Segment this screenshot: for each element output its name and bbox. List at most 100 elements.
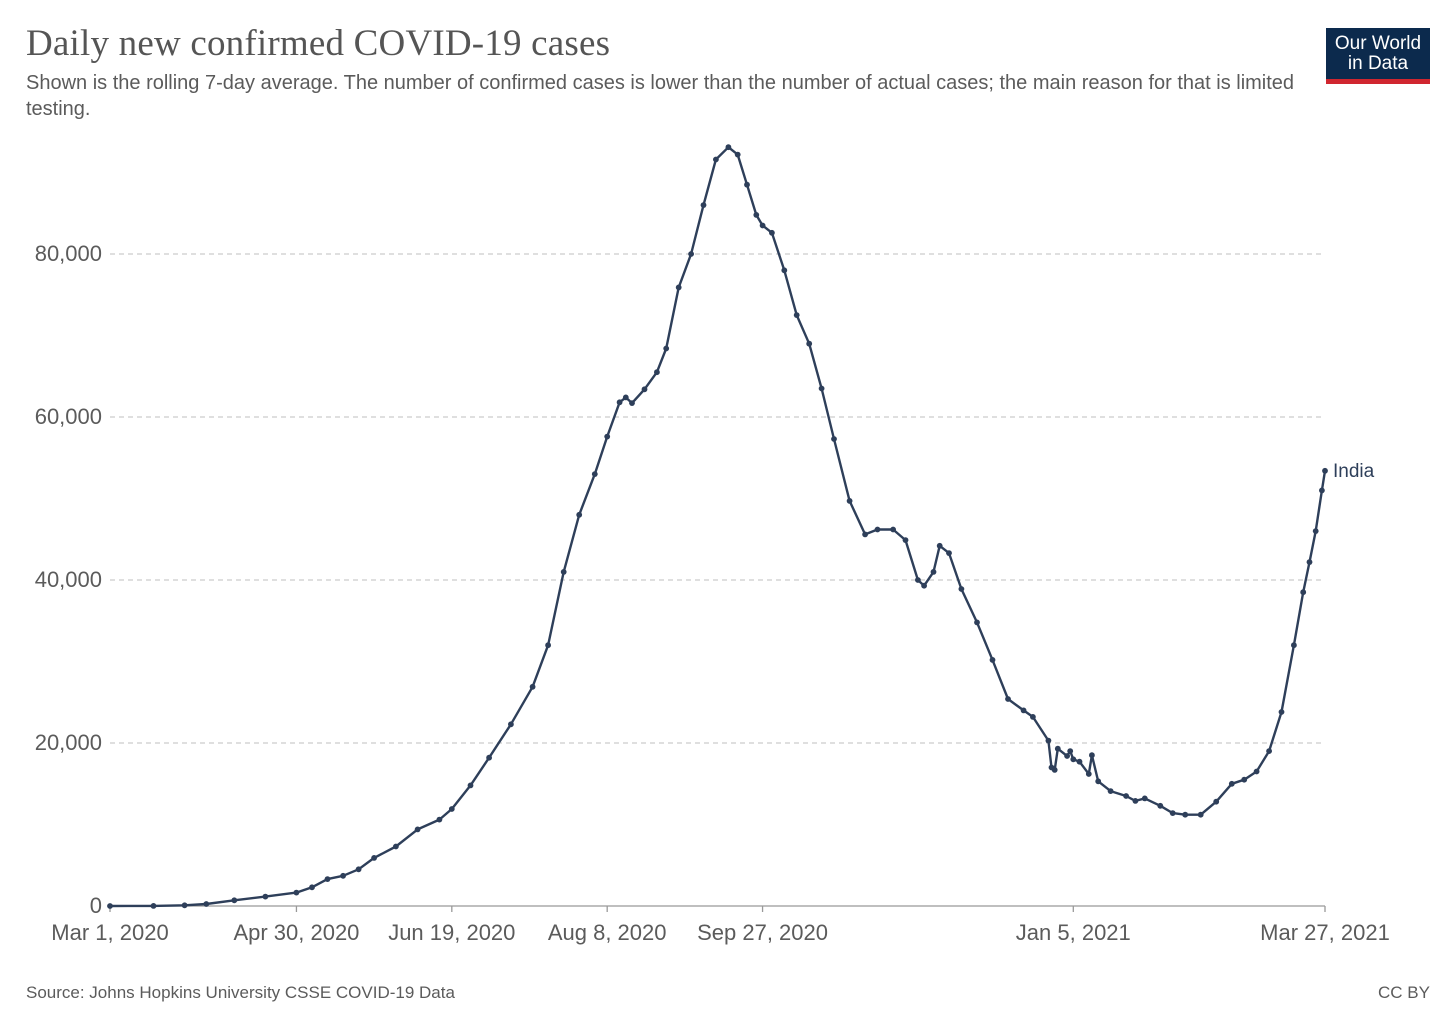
data-point [629, 400, 635, 406]
source-note[interactable]: Source: Johns Hopkins University CSSE CO… [26, 983, 455, 1002]
data-point [946, 550, 952, 556]
data-point [293, 889, 300, 896]
data-point [1300, 589, 1307, 596]
data-point [874, 526, 881, 533]
data-point [675, 284, 682, 291]
data-point [862, 531, 868, 538]
data-point [560, 569, 567, 575]
y-tick-label: 60,000 [35, 404, 102, 429]
data-point [355, 866, 362, 873]
data-point [1253, 768, 1260, 775]
data-point [604, 433, 611, 440]
data-point [974, 619, 980, 626]
data-point [744, 181, 750, 188]
chart-title: Daily new confirmed COVID-19 cases [26, 23, 611, 64]
data-point [1278, 709, 1285, 715]
x-tick-label: Jun 19, 2020 [388, 920, 515, 945]
data-point [1054, 745, 1061, 752]
data-point [753, 212, 760, 218]
data-point [1051, 767, 1058, 773]
data-point [448, 806, 455, 812]
data-point [958, 586, 965, 592]
data-point [262, 893, 269, 900]
data-point [371, 855, 377, 861]
data-point [622, 394, 629, 401]
data-point [1266, 748, 1272, 754]
data-point [769, 229, 775, 236]
data-point [231, 897, 238, 904]
data-point [150, 903, 157, 909]
owid-logo[interactable]: Our World in Data [1326, 28, 1430, 84]
data-point [529, 683, 536, 690]
data-point [793, 312, 800, 318]
x-tick-label: Jan 5, 2021 [1016, 920, 1131, 945]
y-tick-label: 0 [90, 893, 102, 918]
license-link[interactable]: CC BY [1378, 983, 1430, 1002]
data-point [781, 267, 788, 274]
y-tick-label: 20,000 [35, 730, 102, 755]
data-point [1157, 802, 1164, 809]
series-label-india: India [1333, 461, 1375, 482]
data-point [1182, 811, 1189, 818]
data-point [486, 754, 492, 761]
data-point [181, 902, 188, 909]
data-point [818, 385, 825, 392]
data-point [1085, 771, 1092, 777]
data-point [1241, 776, 1248, 783]
x-tick-label: Aug 8, 2020 [548, 920, 667, 945]
data-point [1067, 748, 1074, 754]
data-point [107, 903, 113, 909]
data-point [1020, 707, 1027, 714]
data-point [1197, 811, 1204, 818]
data-point [1306, 559, 1313, 565]
data-point [616, 399, 623, 406]
data-point [1132, 798, 1139, 804]
data-point [1291, 642, 1297, 649]
data-point [688, 251, 694, 257]
data-point [1107, 788, 1114, 794]
data-point [930, 569, 937, 575]
data-point [936, 542, 943, 549]
x-tick-label: Mar 1, 2020 [51, 920, 168, 945]
data-point [921, 582, 927, 589]
data-point [654, 369, 660, 376]
data-point [324, 876, 331, 882]
y-tick-label: 80,000 [35, 241, 102, 266]
data-point [414, 826, 421, 833]
data-point [1045, 737, 1052, 744]
data-point [700, 202, 707, 209]
data-point [1089, 752, 1095, 759]
data-point [1123, 793, 1129, 799]
chart-subtitle: Shown is the rolling 7-day average. The … [26, 72, 1295, 120]
data-point [467, 782, 474, 789]
logo-line-1: Our World [1334, 32, 1422, 54]
data-point [1076, 758, 1083, 765]
data-point [1030, 714, 1036, 720]
data-point [340, 872, 346, 879]
data-point [545, 642, 551, 649]
data-point [1095, 778, 1102, 785]
data-point [1213, 798, 1220, 805]
x-tick-label: Apr 30, 2020 [233, 920, 359, 945]
data-point [1319, 487, 1325, 494]
data-point [309, 884, 315, 891]
data-point [915, 577, 921, 583]
data-point [1228, 780, 1235, 787]
data-point [989, 657, 996, 663]
data-point [902, 537, 909, 543]
data-point [576, 511, 583, 518]
data-point [1070, 756, 1077, 763]
data-point [641, 386, 648, 393]
data-point [203, 901, 210, 907]
data-point [759, 222, 766, 229]
data-point [591, 471, 598, 477]
series-line-india [109, 145, 1327, 908]
x-tick-label: Mar 27, 2021 [1260, 920, 1390, 945]
data-point [663, 345, 670, 352]
data-point [1312, 528, 1319, 534]
data-point [1141, 795, 1148, 802]
y-tick-label: 40,000 [35, 567, 102, 592]
data-point [1064, 753, 1070, 759]
data-point [734, 151, 741, 158]
